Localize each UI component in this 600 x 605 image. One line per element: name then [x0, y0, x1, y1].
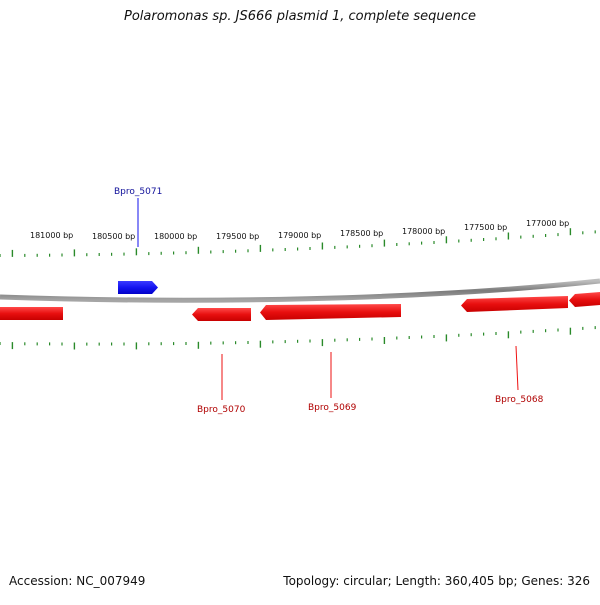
position-label: 177500 bp	[464, 223, 507, 232]
position-label: 178500 bp	[340, 229, 383, 238]
sequence-summary-text: Topology: circular; Length: 360,405 bp; …	[283, 574, 590, 588]
gene-features	[0, 281, 600, 321]
leader-line-bpro-5068	[515, 345, 519, 391]
gene-label-bpro-5070[interactable]: Bpro_5070	[197, 405, 246, 415]
position-label: 179000 bp	[278, 231, 321, 240]
gene-label-bpro-5068[interactable]: Bpro_5068	[495, 395, 544, 405]
position-label: 180000 bp	[154, 232, 197, 241]
position-label: 180500 bp	[92, 232, 135, 241]
position-label: 181000 bp	[30, 231, 73, 240]
inner-tick-track	[0, 326, 596, 350]
outer-tick-track	[0, 228, 596, 257]
gene-label-bpro-5071[interactable]: Bpro_5071	[114, 187, 162, 197]
gene-labels: Bpro_5071 Bpro_5070 Bpro_5069 Bpro_5068	[114, 187, 544, 415]
map-title: Polaromonas sp. JS666 plasmid 1, complet…	[123, 9, 476, 24]
gene-label-bpro-5069[interactable]: Bpro_5069	[308, 403, 357, 413]
gene-leader-lines	[137, 198, 519, 400]
gene-bpro-5071[interactable]	[118, 281, 158, 294]
gene-reverse-right-edge[interactable]	[569, 292, 600, 307]
plasmid-backbone	[0, 278, 600, 303]
position-label: 178000 bp	[402, 227, 445, 236]
gene-bpro-5069[interactable]	[260, 304, 401, 320]
gene-bpro-5068[interactable]	[461, 296, 568, 312]
accession-text: Accession: NC_007949	[9, 574, 146, 588]
position-label: 179500 bp	[216, 232, 259, 241]
position-labels: 181000 bp 180500 bp 180000 bp 179500 bp …	[30, 219, 569, 241]
position-label: 177000 bp	[526, 219, 569, 228]
gene-reverse-left-edge[interactable]	[0, 307, 63, 320]
gene-bpro-5070[interactable]	[192, 308, 251, 321]
